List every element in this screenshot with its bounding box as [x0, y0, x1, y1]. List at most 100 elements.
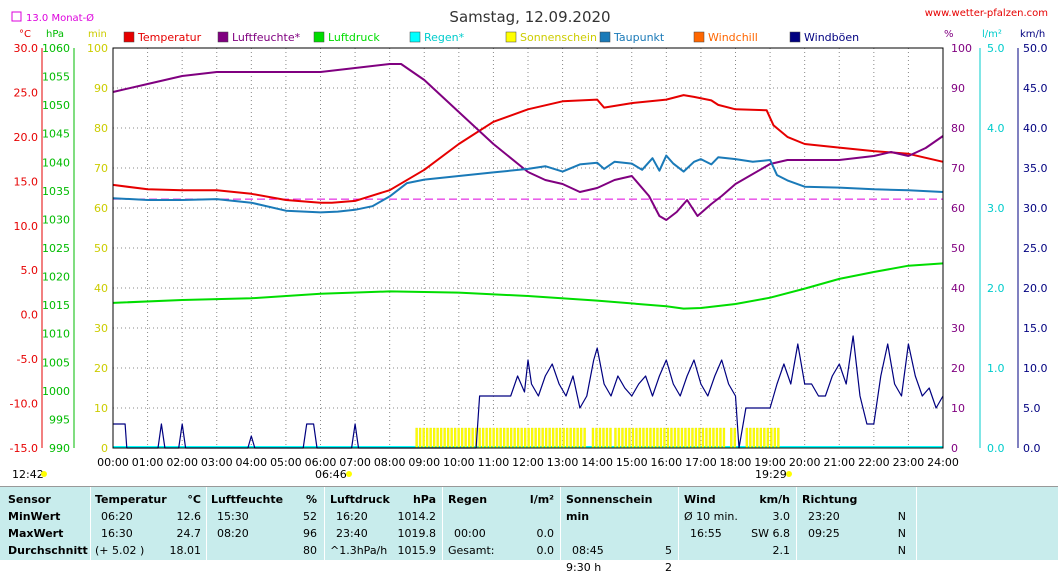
temp-min-time: 06:20 [101, 510, 133, 523]
col-rain: Regen l/m² 00:00 0.0 Gesamt: 0.0 [448, 491, 554, 559]
sunshine-bar [513, 427, 516, 449]
col-pressure: Luftdruck hPa 16:20 1014.2 23:40 1019.8 ^1.… [330, 491, 436, 559]
rain-max-value: 0.0 [536, 527, 555, 540]
legend-label: Taupunkt [613, 31, 665, 44]
sunshine-bar [555, 427, 558, 449]
rain-total-label: Gesamt: [448, 544, 495, 557]
legend-swatch [505, 31, 517, 43]
percent-tick-label: 100 [951, 42, 972, 55]
sun-tick-label: 90 [94, 82, 108, 95]
sunshine-bar [687, 427, 691, 449]
pressure-max-time: 23:40 [336, 527, 368, 540]
temp-tick-label: 15.0 [14, 175, 39, 188]
wind-unit: km/h [759, 493, 790, 506]
series-line-luftfeuchte [112, 63, 944, 221]
col-humidity: Luftfeuchte% 15:30 52 08:20 96 80 [211, 491, 317, 557]
pressure-min-time: 16:20 [336, 510, 368, 523]
humidity-max-time: 08:20 [217, 527, 249, 540]
x-tick-label: 08:00 [374, 456, 406, 469]
legend-label: Windchill [708, 31, 758, 44]
sunshine-bar [551, 427, 555, 449]
sunshine-bar [777, 427, 780, 449]
row-label-min: MinWert [8, 510, 61, 523]
unit-pressure: hPa [46, 29, 64, 40]
sunshine-bar [488, 427, 492, 449]
sunshine-bar [527, 427, 530, 449]
sunrise-label: 06:46 [315, 468, 347, 481]
humidity-header: Luftfeuchte [211, 493, 284, 506]
sunshine-bar [418, 427, 422, 449]
sunshine-header: Sonnenschein min [566, 493, 653, 523]
plot-area [112, 63, 944, 449]
pressure-tick-label: 1030 [42, 213, 70, 226]
sunshine-bar [666, 427, 670, 449]
sunshine-bar [432, 427, 436, 449]
wind-tick-label: 10.0 [1023, 362, 1048, 375]
sunshine-bar [605, 427, 609, 449]
website-link[interactable]: www.wetter-pfalzen.com [925, 8, 1048, 19]
sunshine-bar [663, 427, 666, 449]
x-tick-label: 01:00 [132, 456, 164, 469]
rain-tick-label: 4.0 [987, 122, 1005, 135]
sunshine-bar [471, 427, 474, 449]
wind-tick-label: 15.0 [1023, 322, 1048, 335]
legend-label: Regen* [424, 31, 465, 44]
wind-avg-value: 2.1 [772, 544, 791, 557]
series-line-luftdruck [112, 262, 944, 310]
sunshine-bar [756, 427, 759, 449]
x-tick-label: 23:00 [893, 456, 925, 469]
sunshine-bar [624, 427, 628, 449]
sunshine-bar [481, 427, 485, 449]
rain-tick-label: 5.0 [987, 42, 1005, 55]
sunshine-bar [450, 427, 453, 449]
sunshine-bar [708, 427, 712, 449]
temp-tick-label: 5.0 [21, 264, 39, 277]
sunshine-bar [598, 427, 602, 449]
sunshine-bar [733, 427, 736, 449]
rain-unit: l/m² [529, 493, 554, 506]
pressure-tick-label: 1000 [42, 385, 70, 398]
pressure-tick-label: 1020 [42, 271, 70, 284]
wind-tick-label: 40.0 [1023, 122, 1048, 135]
percent-tick-label: 30 [951, 322, 965, 335]
x-tick-label: 14:00 [581, 456, 613, 469]
sunshine-bar [492, 427, 495, 449]
temp-avg-value: 18.01 [169, 544, 202, 557]
sunshine-total: 9:30 h [566, 561, 602, 574]
percent-tick-label: 50 [951, 242, 965, 255]
sunshine-bar [495, 427, 499, 449]
sunshine-bar [694, 427, 698, 449]
sunshine-bar [541, 427, 544, 449]
percent-tick-label: 70 [951, 162, 965, 175]
sunshine-bar [537, 427, 541, 449]
sunshine-bar [509, 427, 513, 449]
sun-tick-label: 70 [94, 162, 108, 175]
humidity-min-time: 15:30 [217, 510, 249, 523]
wind-tick-label: 30.0 [1023, 202, 1048, 215]
sunshine-bar [638, 427, 642, 449]
pressure-header: Luftdruck [330, 493, 390, 506]
x-tick-label: 17:00 [685, 456, 717, 469]
sunshine-bar [766, 427, 770, 449]
direction-min-value: N [897, 510, 906, 523]
legend: Temperatur Luftfeuchte* Luftdruck Regen* Son… [123, 31, 859, 44]
temp-max-value: 24.7 [176, 527, 202, 540]
x-tick-label: 11:00 [478, 456, 510, 469]
humidity-unit: % [305, 493, 317, 506]
x-tick-label: 02:00 [166, 456, 198, 469]
sun-tick-label: 100 [87, 42, 108, 55]
sunshine-bar [722, 427, 726, 449]
current-time-label: 12:42 [12, 468, 44, 481]
x-tick-label: 12:00 [512, 456, 544, 469]
plot-frame [112, 47, 944, 449]
col-sensor: Sensor MinWert MaxWert Durchschnitt [8, 491, 88, 559]
col-direction: Richtung 23:20 N 09:25 N N [802, 491, 906, 559]
wind-tick-label: 0.0 [1023, 442, 1041, 455]
sunshine-bar [579, 427, 583, 449]
sunshine-bar [548, 427, 551, 449]
month-avg-marker-icon [11, 11, 22, 22]
weather-chart: Samstag, 12.09.2020 www.wetter-pfalzen.c… [9, 8, 1048, 481]
sunshine-bar [457, 427, 460, 449]
legend-label: Temperatur [137, 31, 202, 44]
x-tick-label: 05:00 [270, 456, 302, 469]
